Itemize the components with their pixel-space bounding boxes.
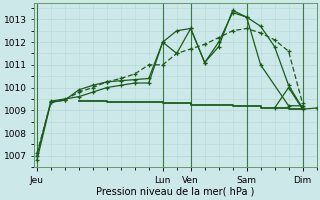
X-axis label: Pression niveau de la mer( hPa ): Pression niveau de la mer( hPa ) [96, 187, 254, 197]
